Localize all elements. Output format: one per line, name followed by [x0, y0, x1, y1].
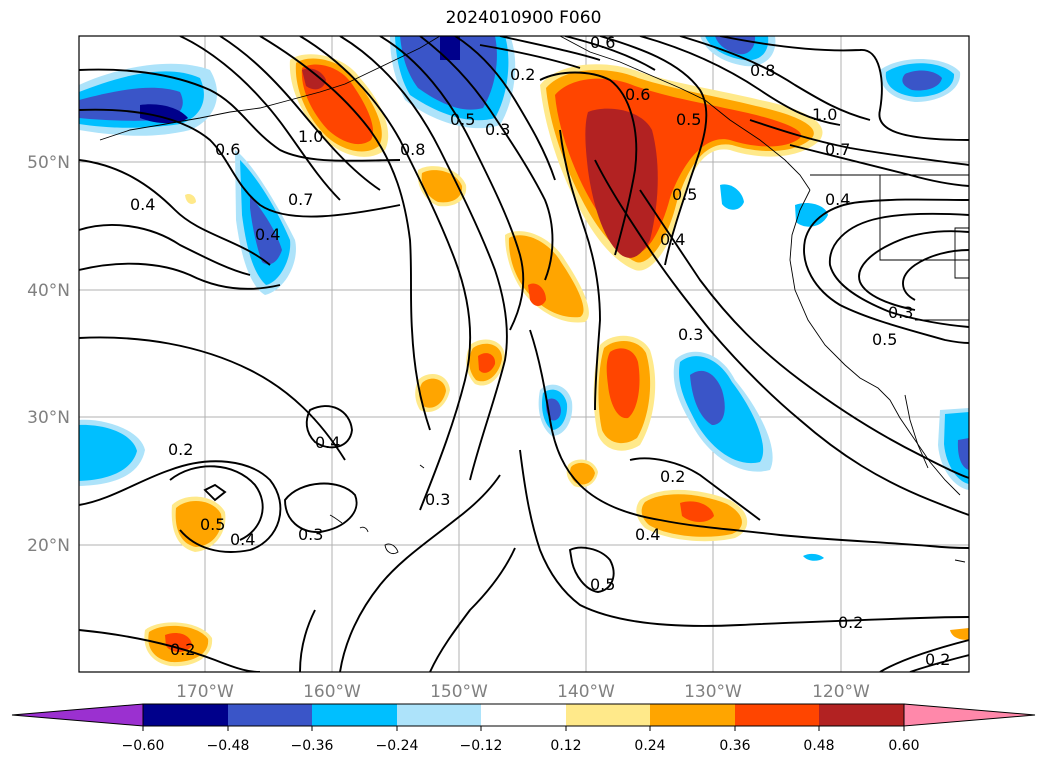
contour-label: 0.4 — [315, 433, 340, 452]
contour-label: 0.4 — [230, 530, 255, 549]
colorbar: −0.60 −0.48 −0.36 −0.24 −0.12 0.12 0.24 … — [11, 703, 1036, 754]
contour-label: 0.3 — [425, 490, 450, 509]
contour-label: 0.5 — [450, 110, 475, 129]
colorbar-extend-right — [903, 703, 1036, 727]
lon-label: 120°W — [812, 682, 870, 702]
contour-label: 0.5 — [590, 575, 615, 594]
contour-label: 0.5 — [200, 515, 225, 534]
colorbar-segment — [819, 704, 904, 726]
contour-label: 0.8 — [750, 61, 775, 80]
contour-label: 0.3 — [888, 303, 913, 322]
colorbar-segment — [228, 704, 312, 726]
positive-shading — [144, 54, 969, 667]
contour-label: 0.3 — [485, 120, 510, 139]
contour-labels: 0.2 0.3 0.5 0.6 0.8 1.0 0.6 0.4 0.7 0.4 … — [130, 33, 950, 669]
contour-label: 0.5 — [872, 330, 897, 349]
colorbar-segment — [312, 704, 397, 726]
colorbar-tick-label: −0.12 — [460, 738, 503, 754]
lat-label: 50°N — [27, 153, 70, 173]
colorbar-tick-label: 0.60 — [888, 738, 919, 754]
colorbar-segment — [397, 704, 481, 726]
colorbar-tick-label: −0.48 — [207, 738, 250, 754]
colorbar-segment — [143, 704, 228, 726]
lat-label: 20°N — [27, 536, 70, 556]
colorbar-segment — [481, 704, 566, 726]
contour-label: 0.3 — [678, 325, 703, 344]
colorbar-tick-label: 0.48 — [803, 738, 834, 754]
latitude-labels: 50°N 40°N 30°N 20°N — [27, 153, 70, 556]
contour-label: 0.8 — [400, 140, 425, 159]
contour-label: 0.3 — [298, 525, 323, 544]
contour-label: 0.4 — [130, 195, 155, 214]
lon-label: 140°W — [557, 682, 615, 702]
negative-shading — [79, 36, 969, 561]
colorbar-segment — [650, 704, 735, 726]
contour-label: 0.7 — [825, 140, 850, 159]
lat-label: 30°N — [27, 408, 70, 428]
colorbar-tick-label: −0.60 — [122, 738, 165, 754]
lon-label: 170°W — [176, 682, 234, 702]
contour-label: 0.4 — [660, 230, 685, 249]
contour-label: 0.6 — [625, 85, 650, 104]
lon-label: 130°W — [684, 682, 742, 702]
contour-label: 0.2 — [510, 65, 535, 84]
plot-frame — [78, 35, 970, 673]
contour-label: 1.0 — [812, 105, 837, 124]
map-title: 2024010900 F060 — [445, 8, 602, 28]
colorbar-tick-label: −0.24 — [376, 738, 419, 754]
contour-label: 0.6 — [215, 140, 240, 159]
contour-label: 0.7 — [288, 190, 313, 209]
contour-label: 0.5 — [676, 110, 701, 129]
colorbar-tick-label: −0.36 — [291, 738, 334, 754]
contour-label: 0.2 — [168, 440, 193, 459]
colorbar-segment — [735, 704, 819, 726]
lon-label: 150°W — [430, 682, 488, 702]
colorbar-tick-label: 0.36 — [719, 738, 750, 754]
contour-label: 0.4 — [635, 525, 660, 544]
colorbar-extend-left — [11, 703, 144, 727]
contour-label: 0.2 — [660, 467, 685, 486]
contour-label: 0.2 — [925, 650, 950, 669]
contour-label: 0.5 — [672, 185, 697, 204]
colorbar-segment — [566, 704, 650, 726]
longitude-labels: 170°W 160°W 150°W 140°W 130°W 120°W — [176, 682, 870, 702]
contour-label: 0.2 — [170, 640, 195, 659]
contour-label: 1.0 — [298, 127, 323, 146]
contour-label: 0.6 — [590, 33, 615, 52]
colorbar-tick-label: 0.24 — [634, 738, 665, 754]
contour-label: 0.4 — [825, 190, 850, 209]
contour-label: 0.4 — [255, 225, 280, 244]
lon-label: 160°W — [303, 682, 361, 702]
contour-label: 0.2 — [838, 613, 863, 632]
contour-lines — [79, 36, 969, 672]
colorbar-tick-label: 0.12 — [550, 738, 581, 754]
lat-label: 40°N — [27, 281, 70, 301]
colorbar-frame — [142, 703, 905, 727]
